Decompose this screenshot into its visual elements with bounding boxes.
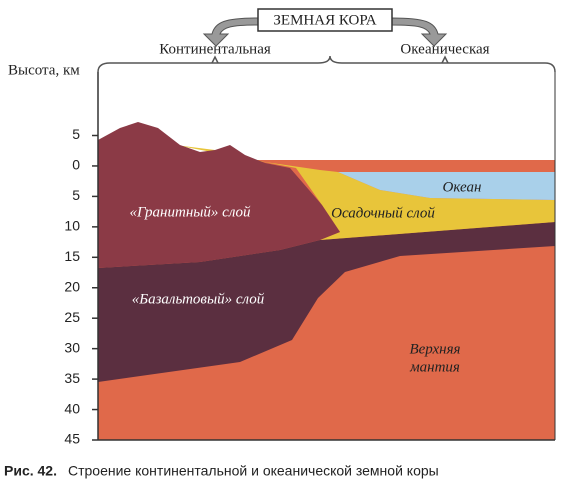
brace-tip <box>211 55 219 64</box>
arrow-left <box>202 17 259 47</box>
granite-label: «Гранитный» слой <box>129 204 251 220</box>
sediment <box>175 145 555 240</box>
tick-label: 10 <box>64 218 80 234</box>
tick-label: 40 <box>64 400 80 416</box>
tick-label: 5 <box>72 187 80 203</box>
brace-tip <box>441 55 449 64</box>
sediment-label: Осадочный слой <box>331 205 435 221</box>
basalt-label: «Базальтовый» слой <box>132 291 265 307</box>
caption-number: Рис. 42. <box>4 463 57 479</box>
oceanic-label: Океаническая <box>400 41 489 57</box>
arrow-right <box>391 17 448 47</box>
mantle-label: Верхняя <box>409 341 460 357</box>
tick-label: 0 <box>72 157 80 173</box>
tick-label: 45 <box>64 431 80 447</box>
caption-text: Строение континентальной и океанической … <box>68 463 439 479</box>
ocean-label: Океан <box>443 179 482 195</box>
tick-label: 20 <box>64 278 80 294</box>
basalt <box>98 222 555 382</box>
mantle-label: мантия <box>409 359 460 375</box>
granite <box>98 122 340 268</box>
tick-label: 25 <box>64 309 80 325</box>
title-box <box>257 8 393 32</box>
tick-label: 15 <box>64 248 80 264</box>
title: ЗЕМНАЯ КОРА <box>273 12 376 28</box>
tick-label: 5 <box>72 126 80 142</box>
ticks: 5 0 5 10 15 20 25 30 35 40 45 <box>64 126 98 447</box>
axis-label: Высота, км <box>8 62 80 78</box>
brace <box>97 55 556 73</box>
tick-label: 35 <box>64 370 80 386</box>
tick-label: 30 <box>64 339 80 355</box>
continental-label: Континентальная <box>159 41 271 57</box>
ocean <box>338 172 555 200</box>
